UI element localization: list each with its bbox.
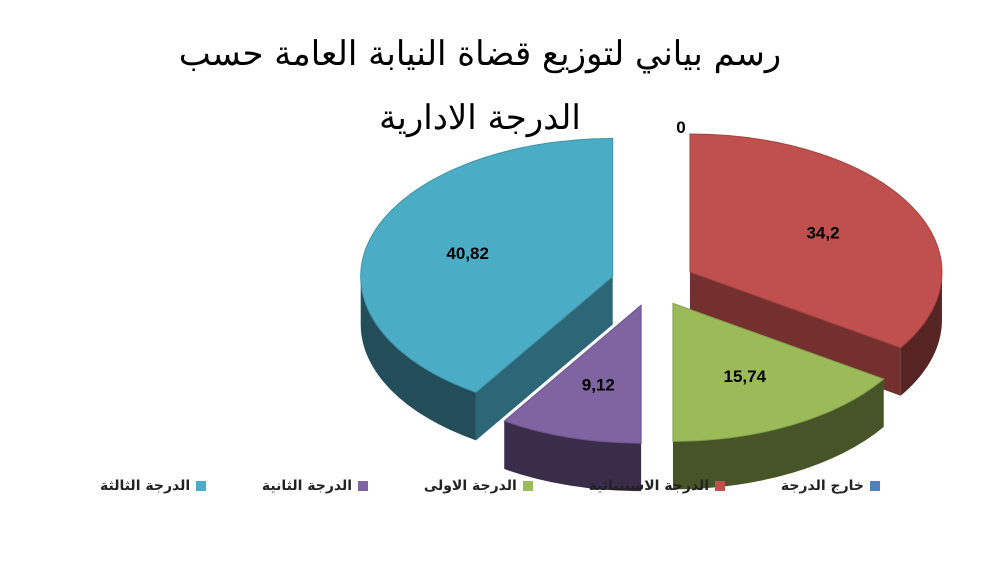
chart-title: رسم بياني لتوزيع قضاة النيابة العامة حسب… <box>178 34 782 138</box>
legend-label-2: الدرجة الاولى <box>423 478 517 494</box>
legend-label-0: خارج الدرجة <box>780 478 864 494</box>
legend-label-4: الدرجة الثالثة <box>100 478 191 494</box>
data-label-3: 9,12 <box>582 376 615 395</box>
legend-item-1: الدرجة الاستثنائية <box>589 478 726 494</box>
legend-swatch-2 <box>522 481 533 491</box>
legend-swatch-4 <box>196 481 207 491</box>
legend-item-0: خارج الدرجة <box>781 478 880 494</box>
legend-label-1: الدرجة الاستثنائية <box>588 478 710 494</box>
chart-legend: الدرجة الثالثة الدرجة الثانية الدرجة الاول… <box>100 478 880 494</box>
pie-slice-4 <box>360 137 614 441</box>
legend-swatch-3 <box>358 481 369 491</box>
legend-item-4: الدرجة الثالثة <box>100 478 207 494</box>
pie-slice-1 <box>689 133 943 396</box>
legend-swatch-1 <box>715 481 726 491</box>
pie-slice-2 <box>672 302 885 490</box>
data-label-2: 15,74 <box>724 367 767 386</box>
data-label-0: 0 <box>676 118 685 137</box>
legend-item-2: الدرجة الاولى <box>424 478 533 494</box>
legend-label-3: الدرجة الثانية <box>261 478 353 494</box>
pie-slice-3 <box>503 304 642 492</box>
legend-item-3: الدرجة الثانية <box>261 478 369 494</box>
legend-swatch-0 <box>870 481 880 491</box>
data-label-1: 34,2 <box>806 224 839 243</box>
data-label-4: 40,82 <box>446 244 489 263</box>
